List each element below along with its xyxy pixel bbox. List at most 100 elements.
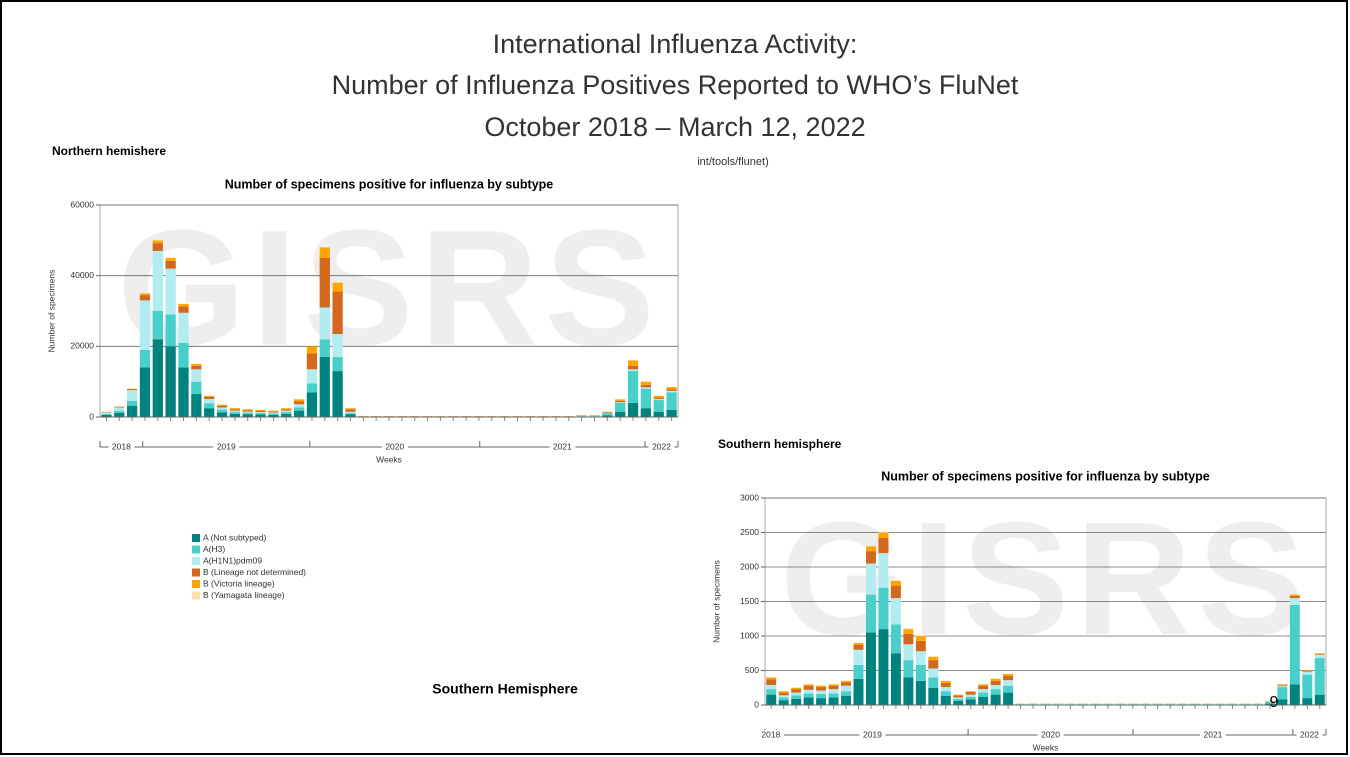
bar-segment: [204, 408, 215, 417]
bar-segment: [915, 640, 926, 652]
legend-swatch: [192, 557, 200, 565]
bar-segment: [853, 649, 864, 665]
bar-segment: [778, 700, 789, 705]
bar-segment: [255, 409, 266, 411]
bar-segment: [766, 684, 777, 690]
bar-segment: [255, 412, 266, 414]
bar-segment: [1302, 674, 1313, 699]
bar-segment: [216, 404, 228, 406]
year-label: 2021: [1203, 729, 1222, 739]
section-heading: Northern hemishere: [52, 144, 166, 158]
bar-segment: [242, 410, 253, 412]
bar-segment: [165, 257, 176, 258]
bar-segment: [915, 635, 926, 636]
bar-segment: [928, 668, 939, 678]
bar-segment: [766, 694, 777, 705]
bar-segment: [1314, 653, 1325, 655]
bar-segment: [319, 247, 330, 258]
bar-segment: [268, 412, 279, 414]
bar-segment: [178, 312, 189, 343]
legend-swatch: [192, 568, 200, 577]
southern-caption: Southern Hemisphere: [432, 681, 578, 697]
watermark: GISRS: [780, 489, 1311, 669]
legend-swatch: [192, 534, 200, 542]
bar-segment: [268, 413, 279, 415]
bar-segment: [1302, 670, 1313, 672]
bar-segment: [126, 405, 138, 417]
y-tick-label: 60000: [70, 199, 94, 209]
bar-segment: [978, 692, 989, 697]
bar-segment: [791, 687, 802, 690]
bar-segment: [1003, 685, 1014, 693]
bar-segment: [114, 407, 125, 411]
bar-segment: [915, 636, 926, 641]
bar-segment: [615, 400, 626, 403]
bar-segment: [306, 353, 318, 370]
bar-segment: [293, 399, 305, 402]
bar-segment: [990, 684, 1001, 690]
legend-label: A(H1N1)pdm09: [203, 555, 262, 565]
bar-segment: [928, 656, 939, 661]
bar-segment: [627, 365, 639, 370]
bar-segment: [803, 697, 814, 705]
bar-segment: [903, 644, 914, 661]
bar-segment: [627, 369, 639, 372]
bar-segment: [293, 404, 305, 408]
y-tick-label: 2500: [740, 527, 759, 537]
year-label: 2019: [863, 729, 882, 739]
bar-segment: [319, 258, 330, 308]
bar-segment: [1314, 694, 1325, 705]
bar-segment: [803, 693, 814, 698]
bar-segment: [332, 371, 343, 417]
bar-segment: [165, 314, 176, 347]
bar-segment: [978, 684, 989, 686]
legend-label: A(H3): [203, 544, 225, 554]
bar-segment: [816, 690, 827, 694]
bar-segment: [791, 692, 802, 696]
bar-segment: [229, 412, 241, 414]
bar-segment: [816, 693, 827, 699]
bar-segment: [666, 392, 677, 410]
bar-segment: [828, 693, 839, 698]
bar-segment: [319, 307, 330, 340]
bar-segment: [165, 268, 176, 315]
bar-segment: [878, 587, 889, 630]
slide-title: October 2018 – March 12, 2022: [484, 112, 865, 142]
bar-segment: [940, 682, 951, 688]
bar-segment: [653, 398, 664, 401]
bar-segment: [865, 594, 876, 633]
bar-segment: [139, 300, 151, 350]
bar-segment: [306, 392, 318, 417]
legend-label: B (Yamagata lineage): [203, 590, 285, 600]
bar-segment: [1314, 653, 1325, 654]
y-tick-label: 3000: [740, 492, 759, 502]
chart-title: Number of specimens positive for influen…: [225, 177, 554, 191]
y-tick-label: 20000: [70, 341, 94, 351]
bar-segment: [865, 545, 876, 547]
bar-segment: [1277, 684, 1288, 685]
bar-segment: [1003, 676, 1014, 681]
bar-segment: [828, 684, 839, 686]
bar-segment: [978, 689, 989, 693]
bar-segment: [890, 598, 901, 625]
bar-segment: [345, 411, 356, 414]
bar-segment: [853, 644, 864, 650]
bar-segment: [602, 412, 613, 413]
bar-segment: [114, 412, 125, 417]
bar-segment: [242, 411, 253, 413]
bar-segment: [828, 685, 839, 690]
year-label: 2018: [112, 441, 131, 451]
bar-segment: [653, 397, 664, 399]
bar-segment: [165, 346, 176, 417]
bar-segment: [666, 409, 677, 417]
bar-segment: [853, 664, 864, 679]
bar-segment: [1314, 654, 1325, 659]
bar-segment: [1302, 671, 1313, 675]
x-axis-label: Weeks: [376, 454, 402, 464]
bar-segment: [766, 689, 777, 695]
bar-segment: [841, 682, 852, 686]
bar-segment: [1264, 703, 1275, 705]
bar-segment: [990, 678, 1001, 681]
y-tick-label: 40000: [70, 270, 94, 280]
year-label-bg: [859, 730, 886, 740]
